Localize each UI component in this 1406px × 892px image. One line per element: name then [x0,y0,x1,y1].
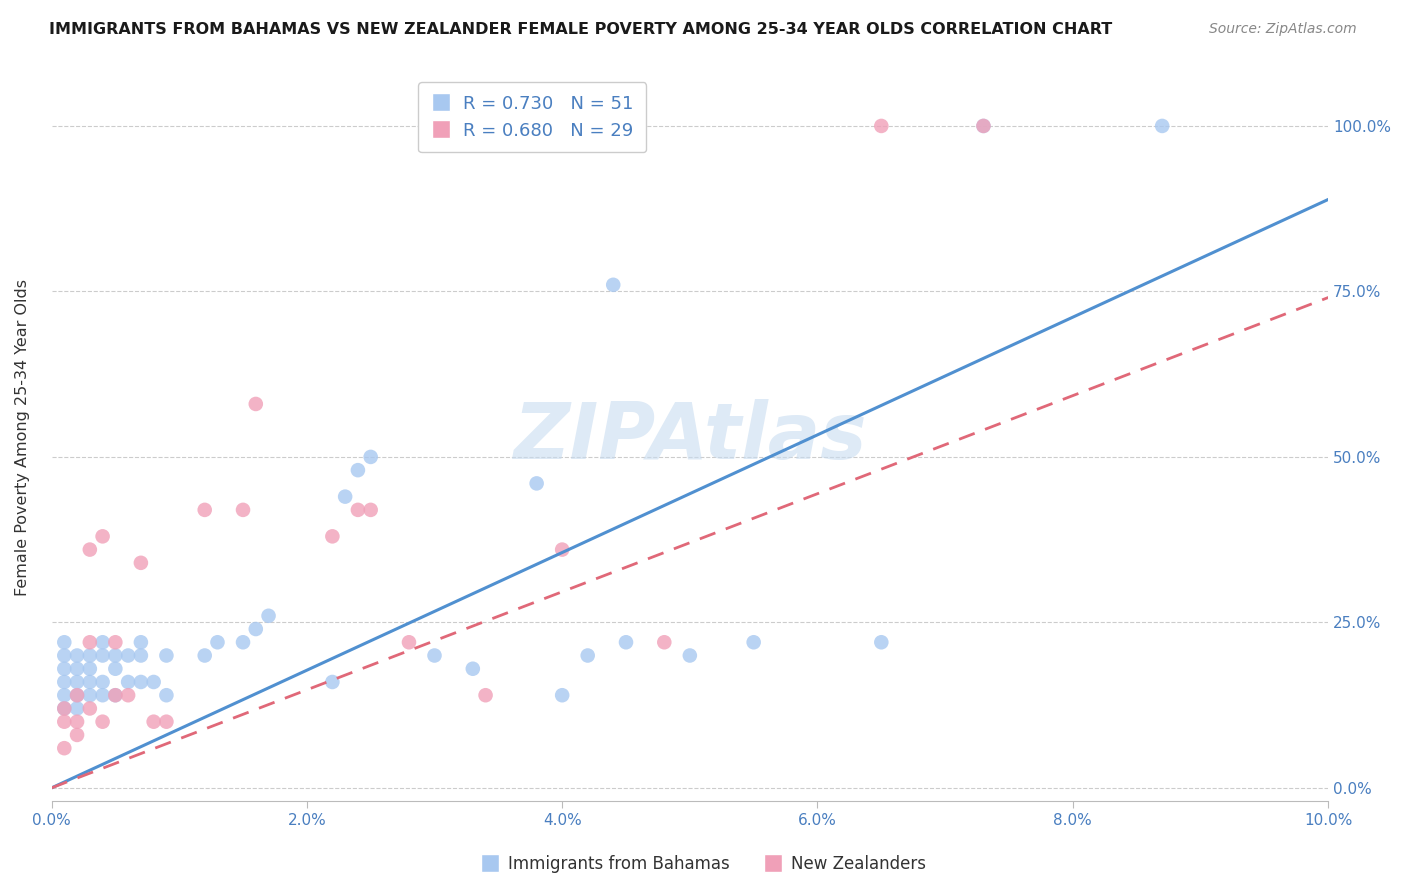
Point [526,476,548,491]
Point [117,648,139,663]
Point [194,503,217,517]
Legend: Immigrants from Bahamas, New Zealanders: Immigrants from Bahamas, New Zealanders [472,848,934,880]
Point [104,662,127,676]
Point [53,662,76,676]
Point [79,688,101,702]
Point [972,119,994,133]
Point [91,635,114,649]
Point [53,701,76,715]
Point [347,463,370,477]
Point [53,701,76,715]
Point [91,529,114,543]
Point [91,714,114,729]
Point [398,635,420,649]
Point [155,714,177,729]
Point [870,635,893,649]
Point [1152,119,1174,133]
Point [679,648,702,663]
Text: Source: ZipAtlas.com: Source: ZipAtlas.com [1209,22,1357,37]
Point [104,688,127,702]
Point [614,635,637,649]
Point [53,688,76,702]
Point [79,648,101,663]
Point [245,622,267,636]
Point [66,688,89,702]
Point [66,728,89,742]
Point [972,119,994,133]
Point [79,701,101,715]
Point [117,688,139,702]
Point [66,675,89,690]
Point [129,635,152,649]
Point [53,675,76,690]
Point [53,635,76,649]
Point [360,450,382,464]
Point [321,529,343,543]
Point [129,675,152,690]
Point [91,648,114,663]
Point [91,675,114,690]
Point [142,675,165,690]
Point [53,741,76,756]
Legend: R = 0.730   N = 51, R = 0.680   N = 29: R = 0.730 N = 51, R = 0.680 N = 29 [418,82,647,153]
Text: IMMIGRANTS FROM BAHAMAS VS NEW ZEALANDER FEMALE POVERTY AMONG 25-34 YEAR OLDS CO: IMMIGRANTS FROM BAHAMAS VS NEW ZEALANDER… [49,22,1112,37]
Point [79,675,101,690]
Point [53,648,76,663]
Point [742,635,765,649]
Point [423,648,446,663]
Point [66,714,89,729]
Point [207,635,229,649]
Point [232,635,254,649]
Point [232,503,254,517]
Point [117,675,139,690]
Point [129,556,152,570]
Point [245,397,267,411]
Point [53,714,76,729]
Point [104,635,127,649]
Point [474,688,496,702]
Point [870,119,893,133]
Point [257,608,280,623]
Point [652,635,675,649]
Point [129,648,152,663]
Point [461,662,484,676]
Point [79,662,101,676]
Point [155,688,177,702]
Point [66,701,89,715]
Point [66,662,89,676]
Point [333,490,356,504]
Point [66,648,89,663]
Point [79,635,101,649]
Point [347,503,370,517]
Point [576,648,599,663]
Point [142,714,165,729]
Point [602,277,624,292]
Point [66,688,89,702]
Point [104,648,127,663]
Point [104,688,127,702]
Point [360,503,382,517]
Point [194,648,217,663]
Y-axis label: Female Poverty Among 25-34 Year Olds: Female Poverty Among 25-34 Year Olds [15,278,30,596]
Point [551,542,574,557]
Point [321,675,343,690]
Text: ZIPAtlas: ZIPAtlas [513,399,866,475]
Point [551,688,574,702]
Point [79,542,101,557]
Point [91,688,114,702]
Point [155,648,177,663]
